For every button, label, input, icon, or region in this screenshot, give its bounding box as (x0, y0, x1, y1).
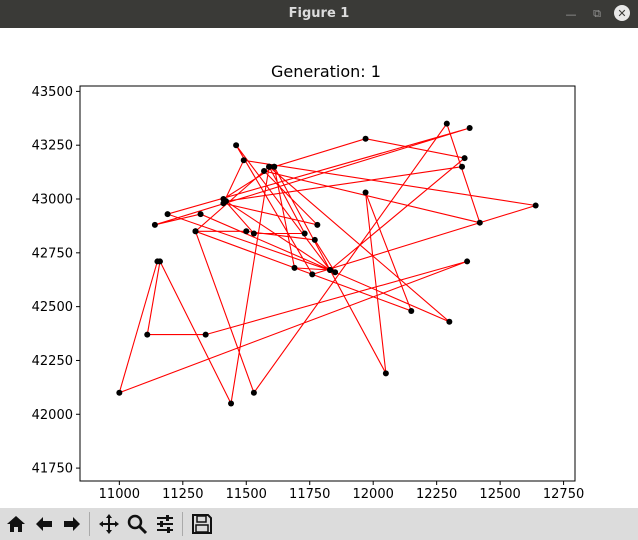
chart-svg: Generation: 1 11000 11250 11500 11750 12000 1… (32, 62, 585, 502)
x-tick-label: 11000 (99, 487, 140, 502)
window-title: Figure 1 (288, 6, 350, 21)
city-point (156, 258, 163, 265)
toolbar-separator (89, 512, 92, 536)
figure-canvas: Generation: 1 11000 11250 11500 11750 12000 1… (0, 28, 638, 508)
x-tick-label: 11500 (226, 487, 267, 502)
x-tick-label: 11250 (162, 487, 203, 502)
save-icon[interactable] (188, 510, 216, 538)
x-tick-label: 12250 (416, 487, 457, 502)
x-tick-label: 11750 (289, 487, 330, 502)
city-point (116, 389, 123, 396)
y-tick-label: 42250 (32, 354, 73, 369)
city-point (459, 163, 466, 170)
city-points (116, 120, 539, 407)
pan-icon[interactable] (95, 510, 123, 538)
axis-ticks: 11000 11250 11500 11750 12000 12250 12500 12750… (32, 85, 585, 502)
route-line (118, 122, 536, 406)
city-point (243, 228, 250, 235)
city-point (461, 155, 468, 162)
city-point (408, 307, 415, 314)
city-point (240, 157, 247, 164)
city-point (164, 211, 171, 218)
city-point (192, 228, 199, 235)
city-point (332, 269, 339, 276)
toolbar-separator (182, 512, 185, 536)
city-point (443, 120, 450, 127)
city-point (311, 236, 318, 243)
city-point (532, 202, 539, 209)
y-tick-label: 42500 (32, 300, 73, 315)
city-point (250, 230, 257, 237)
city-point (228, 400, 235, 407)
navigation-toolbar (0, 508, 638, 540)
city-point (271, 163, 278, 170)
city-point (197, 211, 204, 218)
city-point (261, 168, 268, 175)
chart-title: Generation: 1 (271, 62, 381, 81)
configure-icon[interactable] (151, 510, 179, 538)
city-point (222, 198, 229, 205)
x-tick-label: 12750 (543, 487, 584, 502)
city-point (446, 318, 453, 325)
city-point (202, 331, 209, 338)
city-point (151, 221, 158, 228)
city-point (382, 370, 389, 377)
minimize-icon[interactable]: — (565, 7, 577, 21)
city-point (250, 389, 257, 396)
y-tick-label: 43000 (32, 193, 73, 208)
city-point (266, 163, 273, 170)
city-point (144, 331, 151, 338)
y-tick-label: 41750 (32, 462, 73, 477)
city-point (464, 258, 471, 265)
route-lines (118, 122, 536, 406)
city-point (301, 230, 308, 237)
plot-frame (79, 85, 576, 482)
back-arrow-icon[interactable] (30, 510, 58, 538)
restore-icon[interactable]: ⧉ (593, 7, 601, 20)
city-point (327, 267, 334, 274)
city-point (362, 189, 369, 196)
y-tick-label: 43250 (32, 139, 73, 154)
y-tick-label: 42750 (32, 246, 73, 261)
city-point (314, 221, 321, 228)
forward-arrow-icon[interactable] (58, 510, 86, 538)
y-tick-label: 43500 (32, 85, 73, 100)
close-icon[interactable]: ✕ (614, 5, 630, 21)
city-point (309, 271, 316, 278)
city-point (233, 142, 240, 149)
city-point (466, 124, 473, 131)
x-tick-label: 12000 (353, 487, 394, 502)
zoom-icon[interactable] (123, 510, 151, 538)
home-icon[interactable] (2, 510, 30, 538)
city-point (291, 264, 298, 271)
title-bar: Figure 1 — ⧉ ✕ (0, 0, 638, 28)
x-tick-label: 12500 (479, 487, 520, 502)
y-tick-label: 42000 (32, 408, 73, 423)
city-point (362, 135, 369, 142)
city-point (476, 219, 483, 226)
